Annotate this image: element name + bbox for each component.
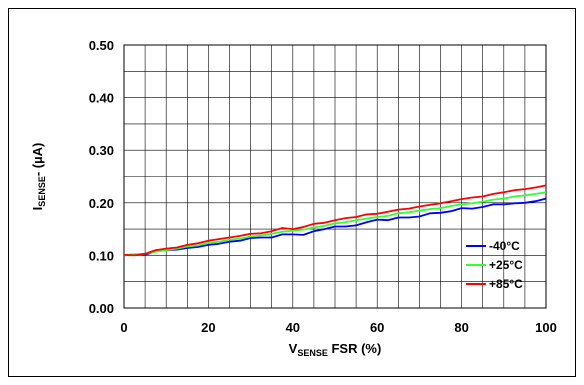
y-tick-label: 0.30 xyxy=(89,143,114,158)
legend-label: +25°C xyxy=(489,258,523,272)
x-tick-label: 40 xyxy=(286,320,300,335)
chart-frame xyxy=(8,8,576,377)
x-tick-label: 20 xyxy=(201,320,215,335)
series-line-40c xyxy=(123,197,547,257)
y-tick-label: 0.20 xyxy=(89,196,114,211)
series-line-85c xyxy=(123,184,547,257)
x-axis: 0 20 40 60 80 100 xyxy=(120,320,556,335)
y-tick-label: 0.50 xyxy=(89,38,114,53)
legend-label: +85°C xyxy=(489,277,523,291)
y-tick-label: 0.40 xyxy=(89,91,114,106)
grid xyxy=(124,45,546,308)
legend: -40°C +25°C +85°C xyxy=(466,239,523,291)
x-tick-label: 0 xyxy=(120,320,127,335)
x-tick-label: 100 xyxy=(535,320,557,335)
series-line-25c xyxy=(123,191,547,257)
y-tick-label: 0.00 xyxy=(89,301,114,316)
series-lines xyxy=(123,184,547,257)
legend-label: -40°C xyxy=(489,239,520,253)
y-axis-label: ISENSE- (µA) xyxy=(30,143,47,211)
y-axis: 0.00 0.10 0.20 0.30 0.40 0.50 xyxy=(89,38,114,316)
x-axis-label: VSENSE FSR (%) xyxy=(289,341,382,358)
y-tick-label: 0.10 xyxy=(89,248,114,263)
x-tick-label: 60 xyxy=(370,320,384,335)
x-tick-label: 80 xyxy=(454,320,468,335)
plot-area xyxy=(123,44,547,309)
